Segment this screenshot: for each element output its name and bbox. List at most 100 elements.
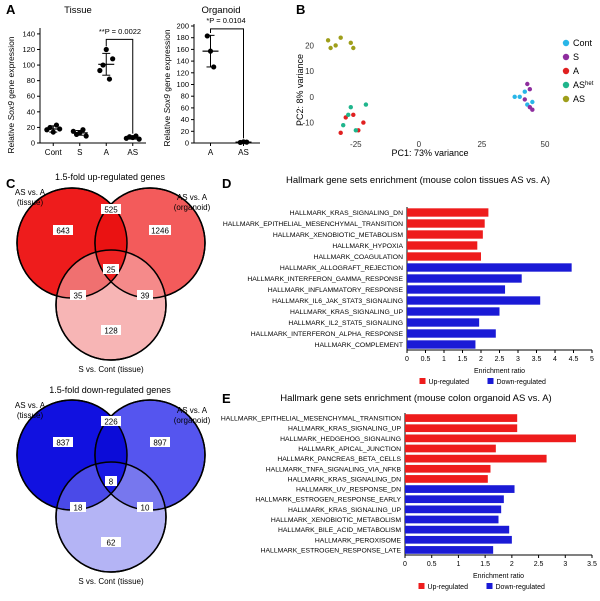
organoid-data-point [207,48,214,54]
venn-up-label-organoid-2: (organoid) [174,203,211,212]
venn-down-count-organoid-only: 897 [150,437,170,448]
panel-d-category-label: HALLMARK_INTERFERON_GAMMA_RESPONSE [247,276,403,283]
tissue-data-point [57,126,63,132]
organoid-ylabel: Relative Sox9 gene expression [162,29,172,146]
pca-xtick-label: 25 [477,140,486,149]
venn-up-regulated: 1.5-fold up-regulated genes AS vs. A (ti… [15,172,211,374]
panel-d-xtick-label: 5 [590,356,594,363]
pca-point-cont [530,99,535,105]
panel-e-bar-down [405,505,502,514]
panel-d-bar-up [407,230,483,239]
panel-e-xtick-label: 1.5 [480,561,490,568]
pca-point-a [338,130,343,136]
organoid-ytick-label: 140 [176,57,189,66]
panel-e-legend-label-up: Up-regulated [428,584,469,591]
panel-e-category-label: HALLMARK_UV_RESPONSE_DN [296,487,401,494]
venn-up-overlap-bc [95,250,166,298]
organoid-data-point [244,139,250,145]
tissue-data-point [133,133,139,139]
organoid-ytick-label: 160 [176,45,189,54]
svg-text:25: 25 [107,266,116,275]
svg-text:10: 10 [141,504,150,513]
panel-e-xtick-label: 0 [403,561,407,568]
pca-legend-swatch-a [562,67,570,75]
panel-d-xtick-label: 1 [442,356,446,363]
venn-up-count-scont-only: 128 [101,325,121,336]
pca-xtick-label: -25 [350,140,362,149]
pca-point-ashet [341,122,346,128]
venn-up-label-tissue-2: (tissue) [17,198,44,207]
panel-d-bar-down [407,307,500,316]
tissue-data-point [97,67,103,74]
organoid-ytick-label: 180 [176,33,189,42]
tissue-title: Tissue [64,5,92,16]
venn-down-count-organoid-scont: 10 [137,502,153,513]
panel-e-bar-chart: HALLMARK_EPITHELIAL_MESENCHYMAL_TRANSITI… [221,413,597,591]
panel-e-xtick-label: 2 [510,561,514,568]
panel-e-legend-swatch-down [486,583,493,589]
venn-up-count-tissue-scont: 35 [70,290,86,301]
pca-legend-swatch-ashet [562,81,570,89]
panel-e-bar-down [405,485,515,493]
panel-d-category-label: HALLMARK_XENOBIOTIC_METABOLISM [273,232,404,239]
pca-legend-label-s: S [573,52,579,62]
panel-d-title: Hallmark gene sets enrichment (mouse col… [286,175,550,186]
panel-d-xtick-label: 2.5 [495,356,505,363]
panel-e-bar-up [405,424,518,433]
organoid-data-point [211,64,217,70]
panel-e-xlabel: Enrichment ratio [473,573,524,580]
organoid-title: Organoid [201,5,240,16]
panel-e-bar-down [405,515,499,524]
venn-up-outline-s-cont [55,249,167,361]
svg-text:226: 226 [104,418,118,427]
venn-down-label-organoid-1: AS vs. A [177,406,208,415]
tissue-ytick-label: 120 [22,45,35,54]
venn-down-label-tissue-2: (tissue) [17,411,44,420]
panel-d-category-label: HALLMARK_ALLOGRAFT_REJECTION [280,265,403,272]
organoid-ytick-label: 100 [176,80,189,89]
panel-d-bar-up [407,208,489,217]
tissue-data-point [47,124,53,131]
panel-d-bar-down [407,263,572,272]
panel-letter-b: B [296,2,305,17]
tissue-category-label: AS [127,148,138,157]
tissue-ytick-label: 60 [27,92,35,101]
venn-down-label-organoid-2: (organoid) [174,416,211,425]
pca-ytick-label: 10 [305,67,314,76]
venn-down-count-scont-only: 62 [101,537,121,548]
panel-e-category-label: HALLMARK_ESTROGEN_RESPONSE_EARLY [255,497,401,504]
tissue-ytick-label: 140 [22,29,35,38]
tissue-data-point [103,46,109,53]
pca-point-as [351,45,356,51]
panel-d-legend-swatch-down [487,378,494,384]
panel-d-bar-up [407,241,478,250]
pca-legend-swatch-cont [562,39,570,47]
panel-d-category-label: HALLMARK_INTERFERON_ALPHA_RESPONSE [251,331,404,338]
svg-text:8: 8 [109,478,114,487]
venn-down-overlap-bc [95,462,166,510]
panel-d-category-label: HALLMARK_COAGULATION [314,254,403,261]
svg-text:897: 897 [153,439,167,448]
venn-down-title: 1.5-fold down-regulated genes [49,385,171,395]
panel-d-category-label: HALLMARK_IL6_JAK_STAT3_SIGNALING [272,298,403,305]
svg-text:62: 62 [107,539,116,548]
tissue-data-point [106,76,113,82]
venn-down-count-tissue-only: 837 [53,437,73,448]
organoid-significance-bracket [210,28,244,139]
panel-d-legend-label-down: Down-regulated [497,379,547,386]
panel-e-category-label: HALLMARK_EPITHELIAL_MESENCHYMAL_TRANSITI… [221,416,401,423]
pca-point-as [328,45,333,51]
pca-point-as [333,43,338,48]
panel-e-xtick-label: 1 [456,561,460,568]
panel-d-bar-down [407,296,541,305]
pca-ylabel: PC2: 8% variance [295,54,305,126]
panel-d-bar-chart: HALLMARK_KRAS_SIGNALING_DN HALLMARK_EPITH… [223,207,594,386]
panel-e-category-label: HALLMARK_HEDGEHOG_SIGNALING [280,436,401,443]
panel-d-bar-down [407,329,496,338]
panel-e-xtick-label: 3 [563,561,567,568]
venn-down-label-tissue-1: AS vs. A [15,401,46,410]
panel-d-legend-swatch-up [419,378,426,384]
tissue-data-point [80,127,86,133]
pca-point-as [338,35,343,40]
panel-letter-d: D [222,176,231,191]
